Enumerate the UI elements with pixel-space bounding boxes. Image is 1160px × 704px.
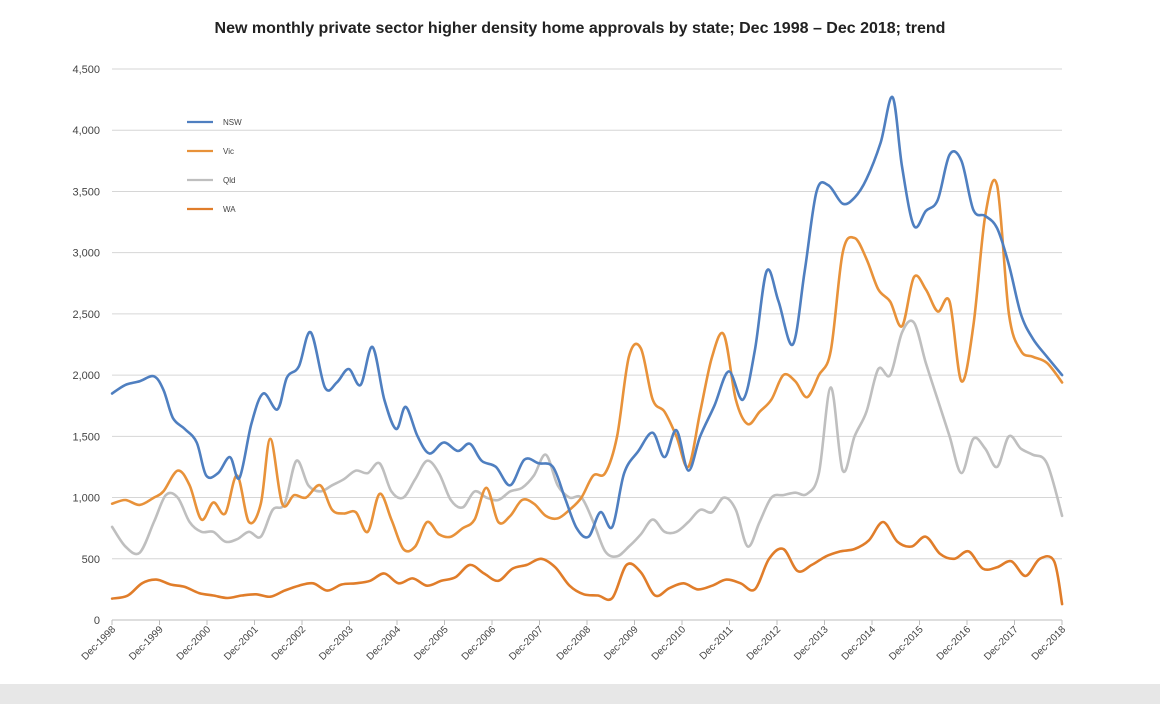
x-tick-label: Dec-2004 <box>365 624 404 663</box>
series-lines <box>110 95 1064 606</box>
x-tick-label: Dec-2014 <box>840 624 879 663</box>
series-line-vic <box>110 178 1064 553</box>
y-tick-label: 1,500 <box>72 431 100 443</box>
x-tick-label: Dec-2000 <box>175 624 214 663</box>
y-tick-label: 1,000 <box>72 493 100 505</box>
legend-label-nsw: NSW <box>223 118 242 127</box>
x-tick-label: Dec-2003 <box>317 624 356 663</box>
x-tick-label: Dec-2010 <box>650 624 689 663</box>
x-tick-label: Dec-2007 <box>507 624 546 663</box>
x-tick-label: Dec-2011 <box>698 624 736 662</box>
x-tick-label: Dec-2012 <box>745 624 784 663</box>
x-tick-label: Dec-2001 <box>222 624 261 663</box>
x-tick-label: Dec-1998 <box>80 624 119 663</box>
series-line-nsw <box>110 95 1064 539</box>
x-tick-label: Dec-2005 <box>412 624 451 663</box>
y-tick-label: 2,500 <box>72 309 100 321</box>
x-tick-label: Dec-2018 <box>1030 624 1069 663</box>
x-tick-label: Dec-2013 <box>792 624 831 663</box>
y-tick-label: 3,000 <box>72 248 100 260</box>
y-tick-label: 4,500 <box>72 64 100 76</box>
y-tick-label: 0 <box>94 615 100 627</box>
x-tick-label: Dec-2015 <box>887 624 926 663</box>
series-line-wa <box>110 520 1064 606</box>
series-line-qld <box>110 319 1064 558</box>
x-tick-label: Dec-1999 <box>127 624 166 663</box>
legend-label-wa: WA <box>223 205 236 214</box>
y-tick-label: 500 <box>82 554 100 566</box>
legend-label-vic: Vic <box>223 147 234 156</box>
legend: NSW Vic Qld WA <box>187 118 242 214</box>
axes: 0 500 1,000 1,500 2,000 2,500 3,000 3,500 4,000 4… <box>72 64 1068 663</box>
x-tick-label: Dec-2017 <box>982 624 1021 663</box>
x-tick-label: Dec-2002 <box>270 624 309 663</box>
x-tick-label: Dec-2009 <box>602 624 641 663</box>
y-tick-label: 3,500 <box>72 186 100 198</box>
x-tick-label: Dec-2016 <box>935 624 974 663</box>
x-tick-label: Dec-2006 <box>460 624 499 663</box>
x-tick-label: Dec-2008 <box>555 624 594 663</box>
legend-label-qld: Qld <box>223 176 235 185</box>
bottom-strip <box>0 684 1160 704</box>
y-tick-label: 2,000 <box>72 370 100 382</box>
chart-title: New monthly private sector higher densit… <box>214 20 946 37</box>
y-tick-label: 4,000 <box>72 125 100 137</box>
